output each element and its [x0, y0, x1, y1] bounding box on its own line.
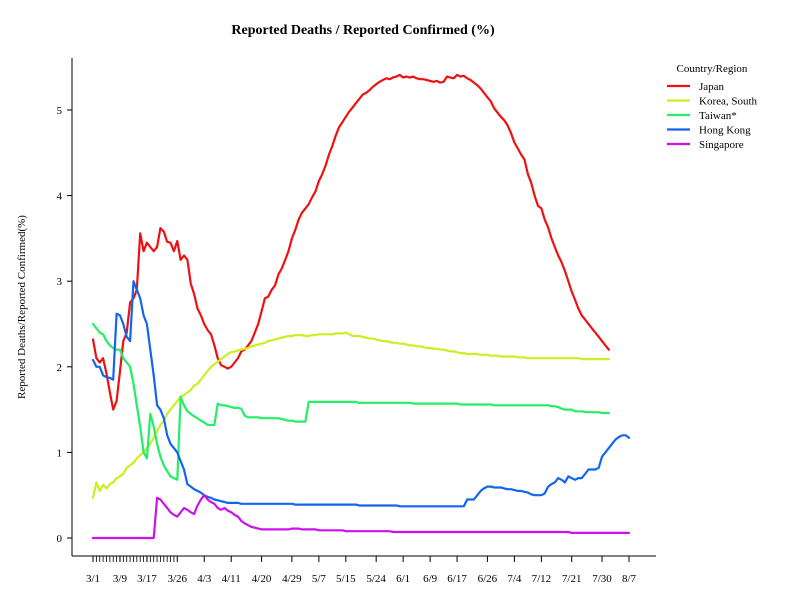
legend-label: Taiwan*: [699, 110, 737, 122]
x-tick-label: 4/29: [282, 573, 302, 585]
axes: 0 1 2 3 4 5 Reported Deaths/Reported Confirmed…: [16, 58, 656, 585]
x-tick-label: 4/11: [222, 573, 241, 585]
x-tick-label: 6/17: [447, 573, 467, 585]
x-tick-label: 5/7: [312, 573, 327, 585]
x-tick-label: 5/24: [366, 573, 386, 585]
x-tick-label: 3/9: [113, 573, 128, 585]
x-tick-label: 7/21: [562, 573, 582, 585]
series-line-korea-south: [91, 331, 610, 499]
series-line-singapore: [91, 494, 631, 540]
legend-label: Korea, South: [699, 96, 758, 108]
x-tick-label: 3/17: [137, 573, 157, 585]
legend-label: Singapore: [699, 139, 744, 151]
x-tick-label: 4/3: [197, 573, 212, 585]
x-tick-label: 3/26: [167, 573, 187, 585]
y-tick-label: 3: [57, 276, 63, 288]
legend: Country/Region Japan Korea, South Taiwan* H…: [667, 63, 758, 151]
x-tick-label: 7/4: [507, 573, 522, 585]
legend-title: Country/Region: [677, 63, 748, 75]
series-line-hong-kong: [91, 280, 631, 508]
x-tick-label: 5/15: [336, 573, 356, 585]
y-tick-label: 0: [57, 533, 63, 545]
series-line-japan: [91, 73, 610, 411]
x-tick-label: 7/12: [532, 573, 552, 585]
x-tick-label: 8/7: [622, 573, 637, 585]
x-tick-label: 7/30: [592, 573, 612, 585]
y-tick-label: 1: [57, 447, 63, 459]
x-tick-label: 6/26: [478, 573, 498, 585]
y-axis-label: Reported Deaths/Reported Confirmed(%): [16, 215, 28, 399]
x-tick-label: 6/9: [423, 573, 438, 585]
series-lines: [91, 73, 631, 540]
legend-label: Hong Kong: [699, 125, 751, 137]
y-tick-label: 2: [57, 362, 63, 374]
y-tick-label: 4: [57, 191, 63, 203]
x-tick-label: 6/1: [396, 573, 410, 585]
x-tick-label: 3/1: [86, 573, 100, 585]
legend-label: Japan: [699, 81, 725, 93]
x-tick-label: 4/20: [252, 573, 272, 585]
y-tick-label: 5: [57, 105, 63, 117]
series-line-taiwan: [91, 322, 610, 481]
chart-title: Reported Deaths / Reported Confirmed (%): [231, 23, 495, 38]
